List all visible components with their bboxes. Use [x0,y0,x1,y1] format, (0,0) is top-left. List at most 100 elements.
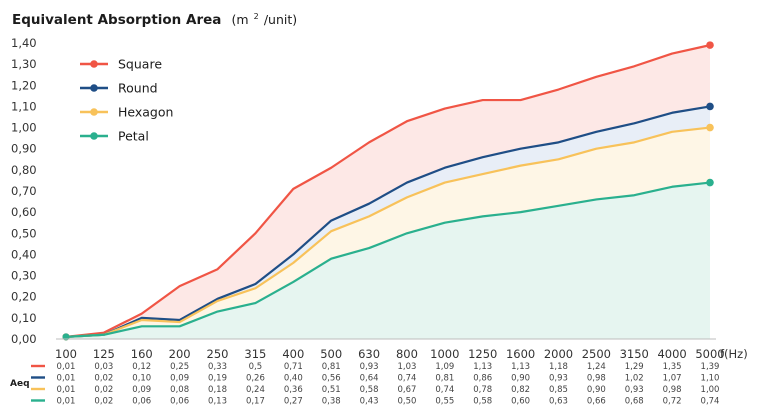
table-cell-square: 0,25 [170,362,189,372]
table-cell-petal: 0,74 [701,397,720,407]
x-tick-label: 2000 [544,347,573,361]
table-cell-round: 0,98 [587,374,606,384]
table-cell-petal: 0,63 [549,397,568,407]
table-cell-petal: 0,17 [246,397,265,407]
table-cell-square: 1,13 [511,362,530,372]
line-square [65,44,711,338]
table-cell-hexagon: 0,02 [94,385,113,395]
table-cell-round: 1,07 [663,374,682,384]
table-cell-petal: 0,68 [625,397,644,407]
x-tick-label: 100 [55,347,77,361]
line-petal [65,181,711,338]
chart-title-text: Equivalent Absorption Area [12,12,221,28]
table-cell-round: 0,09 [170,374,189,384]
table-cell-petal: 0,66 [587,397,606,407]
table-cell-square: 0,5 [249,362,263,372]
table-cell-hexagon: 0,90 [587,385,606,395]
point-round-end [706,102,714,111]
table-cell-petal: 0,01 [57,397,76,407]
legend-label-round: Round [118,81,158,96]
table-cell-hexagon: 0,09 [132,385,151,395]
y-tick-label: 0,40 [11,247,37,261]
x-axis: 100 125 160 200 250 315 400 500 630 800 1000 1250 16… [55,338,725,361]
table-cell-hexagon: 0,85 [549,385,568,395]
table-cell-hexagon: 0,58 [360,385,379,395]
table-cell-round: 0,40 [284,374,303,384]
x-tick-label: 2500 [582,347,611,361]
table-cell-hexagon: 0,78 [473,385,492,395]
x-tick-label: 400 [282,347,304,361]
line-hexagon [65,126,711,338]
table-cell-petal: 0,38 [322,397,341,407]
legend-marker-round [90,84,98,92]
table-cell-round: 0,81 [435,374,454,384]
table-cell-round: 0,90 [511,374,530,384]
y-tick-label: 0,60 [11,205,37,219]
y-tick-label: 1,10 [11,99,37,113]
table-cell-square: 0,01 [57,362,76,372]
legend-marker-hexagon [90,108,98,116]
table-cell-hexagon: 0,51 [322,385,341,395]
y-tick-label: 1,20 [11,78,37,92]
line-round [65,105,711,338]
table-cell-round: 0,10 [132,374,151,384]
y-axis: 0,00 0,10 0,20 0,30 0,40 0,50 0,60 0,70 0,80 0,90… [11,36,37,346]
table-cell-round: 0,19 [208,374,227,384]
chart-title-unit-suffix: /unit) [264,12,297,27]
chart-title-unit-prefix: (m [231,12,248,27]
point-petal-end [706,178,714,187]
table-cell-hexagon: 0,74 [435,385,454,395]
table-cell-petal: 0,55 [435,397,454,407]
y-tick-label: 0,70 [11,184,37,198]
table-cell-square: 1,39 [701,362,720,372]
table-cell-hexagon: 0,82 [511,385,530,395]
table-cell-square: 1,18 [549,362,568,372]
table-cell-round: 0,01 [57,374,76,384]
table-cell-petal: 0,60 [511,397,530,407]
table-cell-hexagon: 0,24 [246,385,265,395]
chart-title-unit-sup: 2 [254,12,259,21]
legend-marker-square [90,60,98,68]
x-tick-label: 800 [396,347,418,361]
table-cell-petal: 0,27 [284,397,303,407]
table-cell-round: 1,10 [701,374,720,384]
y-tick-label: 1,30 [11,57,37,71]
table-cell-round: 0,74 [397,374,416,384]
table-cell-round: 0,64 [360,374,379,384]
legend-marker-petal [90,132,98,140]
table-label: Aeq [10,379,30,389]
table-cell-square: 0,03 [94,362,113,372]
x-tick-label: 5000 [695,347,724,361]
legend-label-square: Square [118,57,162,72]
chart-title: Equivalent Absorption Area (m 2 /unit) [12,4,297,28]
table-cell-square: 0,12 [132,362,151,372]
table-cell-petal: 0,02 [94,397,113,407]
table-cell-hexagon: 0,08 [170,385,189,395]
point-hexagon-end [706,123,714,132]
x-tick-label: 500 [320,347,342,361]
data-table: 0,01 0,03 0,12 0,25 0,33 0,5 0,71 0,81 0,93 1,03 1… [31,362,719,407]
table-cell-round: 0,02 [94,374,113,384]
table-cell-square: 1,24 [587,362,606,372]
y-tick-label: 0,80 [11,163,37,177]
table-cell-hexagon: 0,98 [663,385,682,395]
y-tick-label: 0,00 [11,332,37,346]
area-petal [66,182,710,339]
table-cell-square: 0,81 [322,362,341,372]
table-cell-square: 1,13 [473,362,492,372]
table-cell-square: 0,71 [284,362,303,372]
x-tick-label: 200 [169,347,191,361]
x-tick-label: 125 [93,347,115,361]
x-tick-label: 3150 [620,347,649,361]
point-square-end [706,41,714,49]
table-cell-square: 1,09 [435,362,454,372]
x-tick-label: 1250 [468,347,497,361]
y-tick-label: 1,00 [11,121,37,135]
x-tick-label: 1000 [430,347,459,361]
table-cell-square: 0,33 [208,362,227,372]
table-cell-round: 0,56 [322,374,341,384]
legend-label-hexagon: Hexagon [118,105,173,120]
y-tick-label: 0,20 [11,290,37,304]
table-cell-petal: 0,06 [170,397,189,407]
